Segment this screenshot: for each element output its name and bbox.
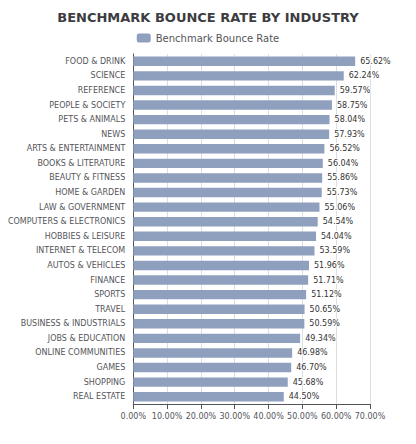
svg-text:NEWS: NEWS	[101, 130, 125, 139]
svg-text:BUSINESS & INDUSTRIALS: BUSINESS & INDUSTRIALS	[21, 319, 126, 328]
svg-text:HOBBIES & LEISURE: HOBBIES & LEISURE	[45, 232, 126, 241]
svg-text:PEOPLE & SOCIETY: PEOPLE & SOCIETY	[49, 101, 125, 110]
svg-text:57.93%: 57.93%	[334, 130, 365, 139]
svg-text:REAL ESTATE: REAL ESTATE	[73, 392, 125, 401]
svg-text:65.62%: 65.62%	[360, 57, 391, 66]
svg-text:ONLINE COMMUNITIES: ONLINE COMMUNITIES	[35, 348, 125, 357]
svg-text:49.34%: 49.34%	[305, 334, 336, 343]
svg-text:50.65%: 50.65%	[310, 305, 341, 314]
svg-text:TRAVEL: TRAVEL	[94, 305, 126, 314]
svg-text:20.00%: 20.00%	[186, 412, 217, 421]
svg-text:55.06%: 55.06%	[324, 203, 355, 212]
svg-text:GAMES: GAMES	[97, 363, 126, 372]
svg-text:44.50%: 44.50%	[289, 392, 320, 401]
svg-text:SPORTS: SPORTS	[94, 290, 125, 299]
svg-text:REFERENCE: REFERENCE	[78, 86, 126, 95]
svg-text:BENCHMARK BOUNCE RATE BY INDUS: BENCHMARK BOUNCE RATE BY INDUSTRY	[57, 10, 359, 25]
svg-text:SCIENCE: SCIENCE	[91, 71, 126, 80]
svg-text:PETS & ANIMALS: PETS & ANIMALS	[58, 115, 125, 124]
svg-text:58.04%: 58.04%	[335, 115, 366, 124]
svg-text:51.12%: 51.12%	[311, 290, 342, 299]
svg-text:46.98%: 46.98%	[297, 348, 328, 357]
svg-text:59.57%: 59.57%	[340, 86, 371, 95]
svg-text:HOME & GARDEN: HOME & GARDEN	[55, 188, 125, 197]
svg-text:51.96%: 51.96%	[314, 261, 345, 270]
svg-text:55.86%: 55.86%	[327, 173, 358, 182]
svg-text:COMPUTERS & ELECTRONICS: COMPUTERS & ELECTRONICS	[8, 217, 125, 226]
svg-text:56.04%: 56.04%	[328, 159, 359, 168]
svg-text:54.04%: 54.04%	[321, 232, 352, 241]
svg-text:46.70%: 46.70%	[296, 363, 327, 372]
svg-text:50.00%: 50.00%	[287, 412, 318, 421]
svg-text:54.54%: 54.54%	[323, 217, 354, 226]
svg-text:FOOD & DRINK: FOOD & DRINK	[65, 57, 126, 66]
svg-text:55.73%: 55.73%	[327, 188, 358, 197]
svg-text:50.59%: 50.59%	[309, 319, 340, 328]
svg-text:ARTS & ENTERTAINMENT: ARTS & ENTERTAINMENT	[27, 144, 126, 153]
svg-text:62.24%: 62.24%	[349, 71, 380, 80]
svg-text:BEAUTY & FITNESS: BEAUTY & FITNESS	[49, 173, 125, 182]
svg-text:53.59%: 53.59%	[320, 246, 351, 255]
svg-text:10.00%: 10.00%	[152, 412, 183, 421]
svg-text:58.75%: 58.75%	[337, 101, 368, 110]
svg-text:60.00%: 60.00%	[321, 412, 352, 421]
svg-text:40.00%: 40.00%	[253, 412, 284, 421]
svg-text:0.00%: 0.00%	[121, 412, 147, 421]
svg-text:45.68%: 45.68%	[293, 378, 324, 387]
svg-text:70.00%: 70.00%	[355, 412, 386, 421]
svg-text:56.52%: 56.52%	[329, 144, 360, 153]
svg-text:SHOPPING: SHOPPING	[84, 378, 126, 387]
svg-text:INTERNET & TELECOM: INTERNET & TELECOM	[36, 246, 125, 255]
svg-text:LAW & GOVERNMENT: LAW & GOVERNMENT	[39, 203, 125, 212]
svg-text:Benchmark Bounce Rate: Benchmark Bounce Rate	[156, 33, 280, 44]
svg-text:51.71%: 51.71%	[313, 276, 344, 285]
svg-text:BOOKS & LITERATURE: BOOKS & LITERATURE	[37, 159, 125, 168]
svg-text:30.00%: 30.00%	[219, 412, 250, 421]
svg-text:FINANCE: FINANCE	[90, 276, 125, 285]
svg-text:AUTOS & VEHICLES: AUTOS & VEHICLES	[47, 261, 125, 270]
svg-text:JOBS & EDUCATION: JOBS & EDUCATION	[47, 334, 125, 343]
